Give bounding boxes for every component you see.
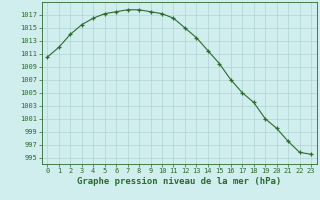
X-axis label: Graphe pression niveau de la mer (hPa): Graphe pression niveau de la mer (hPa) xyxy=(77,177,281,186)
